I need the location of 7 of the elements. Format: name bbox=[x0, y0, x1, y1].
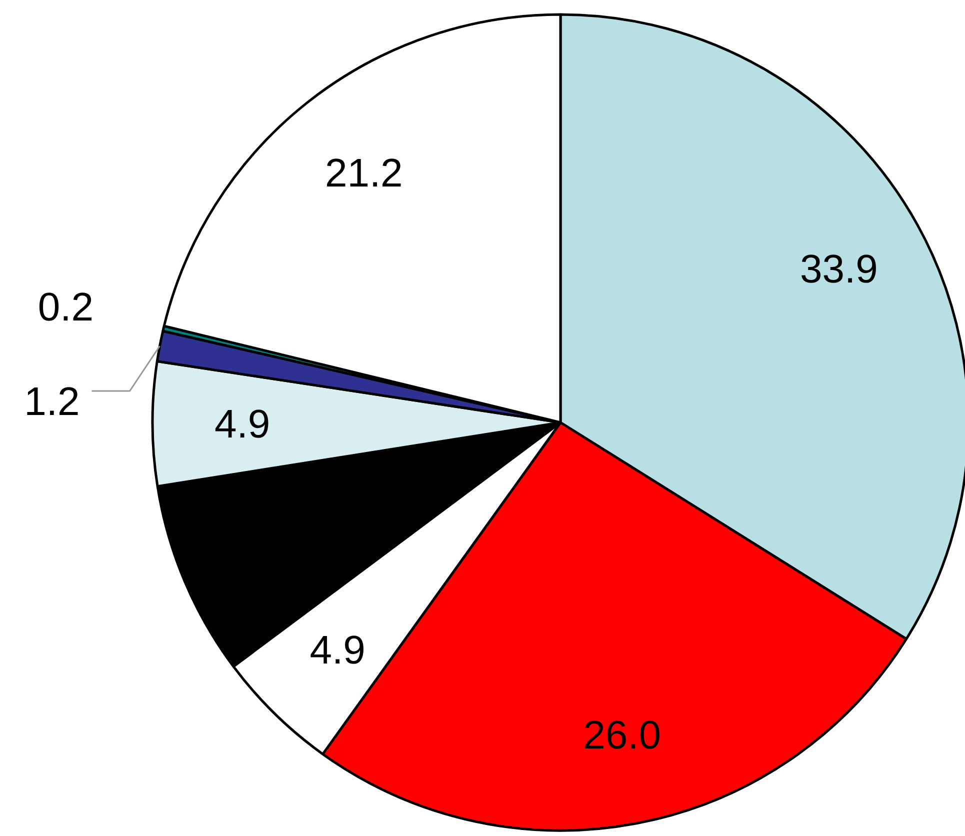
data-label: 33.9 bbox=[800, 247, 878, 292]
data-label: 0.2 bbox=[38, 286, 94, 330]
data-label: 4.9 bbox=[310, 628, 366, 673]
data-label: 4.9 bbox=[214, 402, 270, 446]
data-label: 21.2 bbox=[324, 151, 403, 196]
data-label: 26.0 bbox=[583, 714, 662, 758]
data-label: 1.2 bbox=[24, 380, 80, 424]
